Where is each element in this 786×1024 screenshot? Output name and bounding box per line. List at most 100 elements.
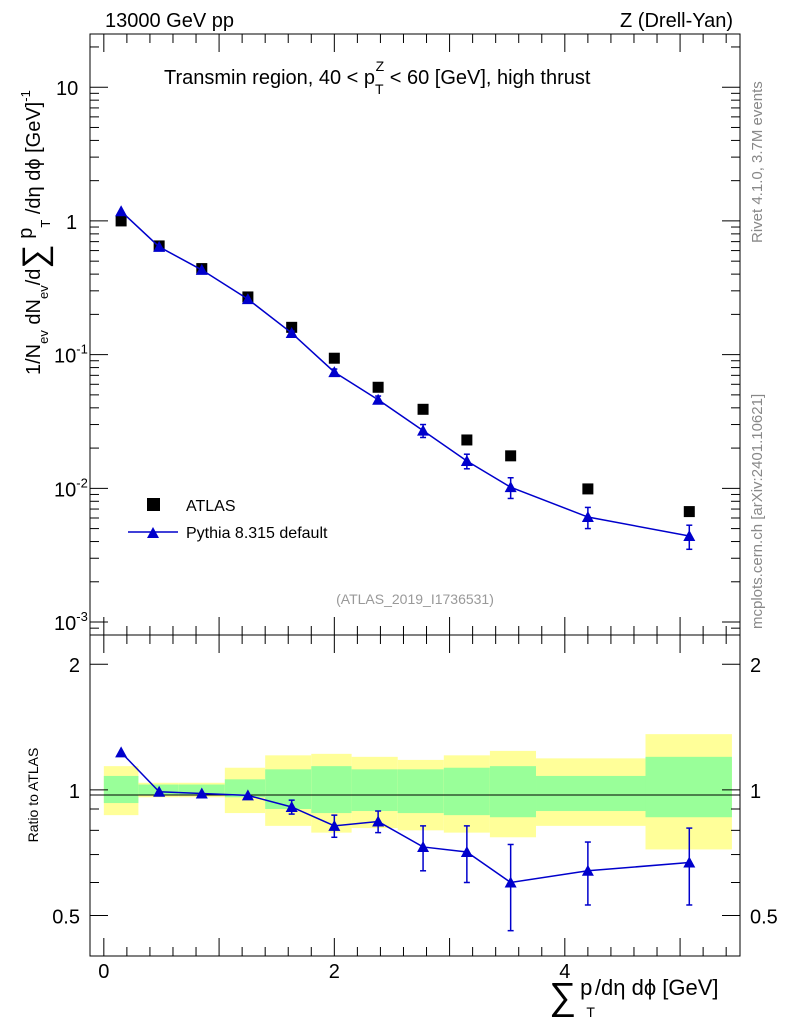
- mc-point: [328, 366, 341, 378]
- ylabel-i: /dη dϕ [GeV]: [23, 102, 45, 220]
- mcplots-label: mcplots.cern.ch [arXiv:2401.10621]: [749, 394, 766, 629]
- ratio-band-inner: [397, 769, 444, 814]
- atlas-point: [115, 215, 127, 227]
- mc-ratio-point: [153, 785, 166, 797]
- ratio-y-tick-labels: 2 2 1 1 0.5 0.5: [52, 655, 778, 928]
- ylabel-b: ev: [36, 330, 51, 344]
- ratio-band-inner: [645, 756, 732, 818]
- xlabel-p: p: [580, 975, 592, 1000]
- title-text: Transmin region, 40 < p: [164, 67, 375, 89]
- analysis-label: (ATLAS_2019_I1736531): [336, 591, 494, 607]
- x-tick-label: 0: [98, 961, 109, 983]
- mc-ratio-point: [683, 856, 696, 868]
- mc-point: [504, 481, 517, 493]
- mc-ratio-point: [195, 787, 208, 799]
- legend-mc-label: Pythia 8.315 default: [186, 525, 328, 542]
- legend-data-marker: [147, 498, 160, 511]
- ratio-y-tick-label: 0.5: [52, 907, 80, 929]
- mc-ratio-point: [504, 876, 517, 888]
- mc-ratio-point: [328, 819, 341, 831]
- mc-point: [581, 511, 594, 523]
- atlas-point: [683, 506, 695, 518]
- main-y-tick-label: 1: [66, 212, 77, 234]
- main-data: [115, 215, 695, 518]
- main-y-tick-label: 10-1: [54, 342, 88, 368]
- xaxis-label: ∑ p T/dη dϕ [GeV]: [549, 975, 719, 1020]
- ratio-band-inner: [311, 766, 352, 814]
- mc-ratio-point: [581, 864, 594, 876]
- mc-point: [285, 327, 298, 339]
- x-tick-label: 2: [329, 961, 340, 983]
- ratio-band-inner: [443, 767, 490, 816]
- ratio-band-inner: [351, 769, 398, 812]
- mc-ratio-point: [115, 746, 128, 758]
- header-right: Z (Drell-Yan): [620, 10, 733, 32]
- mc-point: [460, 455, 473, 467]
- xlabel-sum: ∑: [549, 976, 576, 1018]
- rivet-label: Rivet 4.1.0, 3.7M events: [749, 81, 766, 243]
- atlas-point: [505, 450, 517, 462]
- xlabel-rest: /dη dϕ [GeV]: [595, 975, 719, 1000]
- x-tick-label: 4: [559, 961, 570, 983]
- mc-point: [372, 393, 385, 405]
- ratio-y-tick-label: 2: [69, 655, 80, 677]
- mc-point: [241, 293, 254, 305]
- main-y-tick-label: 10-3: [54, 609, 88, 635]
- mc-point: [683, 530, 696, 542]
- ratio-ylabel: Ratio to ATLAS: [25, 748, 41, 843]
- ylabel-g: p: [15, 228, 37, 245]
- ylabel-d: ev: [36, 285, 51, 299]
- legend-mc-marker: [147, 527, 159, 538]
- atlas-point: [328, 352, 340, 364]
- atlas-point: [461, 434, 473, 446]
- legend: ATLAS Pythia 8.315 default: [128, 498, 328, 542]
- ratio-panel: 2 2 1 1 0.5 0.5 Ratio to ATLAS: [25, 634, 778, 957]
- ratio-y-tick-label: 1: [69, 781, 80, 803]
- title-sup: Z: [376, 58, 385, 74]
- mc-point: [115, 205, 128, 217]
- main-y-tick-label: 10: [56, 78, 78, 100]
- mc-ratio-point: [241, 789, 254, 801]
- ratio-band-inner: [224, 779, 266, 798]
- title-sub: T: [375, 81, 384, 97]
- mc-ratio-point: [372, 815, 385, 827]
- ylabel-j: -1: [18, 90, 33, 102]
- atlas-point: [417, 403, 429, 415]
- main-title: Transmin region, 40 < pTZ < 60 [GeV], hi…: [164, 58, 591, 97]
- mc-point: [195, 263, 208, 275]
- ratio-bands: [103, 734, 732, 850]
- main-frame: [89, 33, 741, 636]
- xlabel-sub: T: [586, 1004, 595, 1020]
- x-tick-labels: 0 2 4: [98, 961, 570, 983]
- ratio-band-inner: [103, 775, 139, 804]
- mc-line: [120, 210, 690, 537]
- ratio-y-tick-label-right: 0.5: [750, 907, 778, 929]
- ylabel-c: dN: [23, 299, 45, 330]
- mc-ratio-point: [460, 845, 473, 857]
- ratio-band-inner: [489, 766, 537, 818]
- legend-data-label: ATLAS: [186, 498, 236, 515]
- mc-point: [417, 424, 430, 436]
- ylabel-f: ∑: [16, 244, 54, 268]
- ylabel-e: /d: [23, 269, 45, 286]
- main-y-tick-labels: 10 1 10-1 10-2 10-3: [54, 78, 88, 635]
- mc-ratio-point: [417, 840, 430, 852]
- main-ticks: [90, 34, 740, 636]
- atlas-point: [372, 381, 384, 393]
- ylabel-a: 1/N: [23, 344, 45, 375]
- main-ylabel: 1/Nev dNev/d∑ pT /dη dϕ [GeV]-1: [15, 90, 54, 375]
- ylabel-h: T: [38, 220, 53, 228]
- ratio-band-inner: [536, 775, 646, 812]
- main-panel: Transmin region, 40 < pTZ < 60 [GeV], hi…: [15, 33, 741, 636]
- ratio-y-tick-label-right: 2: [750, 655, 761, 677]
- main-mc: [115, 205, 696, 551]
- mc-ratio-point: [285, 800, 298, 812]
- mc-ratio-line: [120, 751, 690, 884]
- ratio-ticks: [90, 635, 740, 956]
- ratio-frame: [89, 634, 741, 957]
- main-y-tick-label: 10-2: [54, 475, 88, 501]
- ratio-band-inner: [265, 769, 312, 809]
- ratio-y-tick-label-right: 1: [750, 781, 761, 803]
- atlas-point: [582, 483, 594, 495]
